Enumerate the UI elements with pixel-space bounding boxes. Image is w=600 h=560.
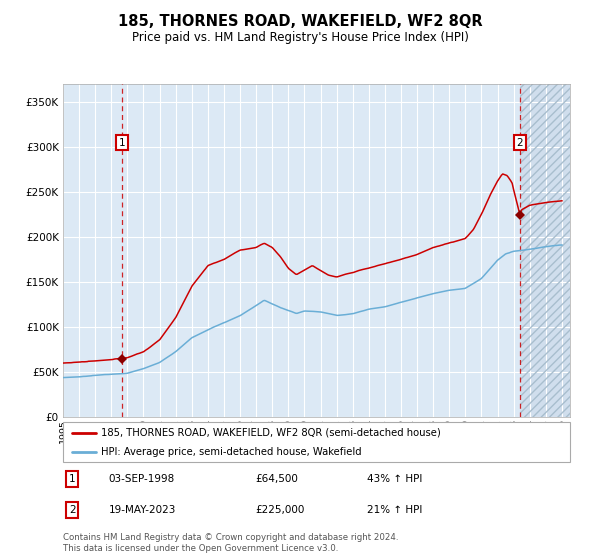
- Text: 2: 2: [69, 505, 76, 515]
- Text: Price paid vs. HM Land Registry's House Price Index (HPI): Price paid vs. HM Land Registry's House …: [131, 31, 469, 44]
- Text: 03-SEP-1998: 03-SEP-1998: [109, 474, 175, 484]
- Text: 185, THORNES ROAD, WAKEFIELD, WF2 8QR: 185, THORNES ROAD, WAKEFIELD, WF2 8QR: [118, 14, 482, 29]
- Text: 185, THORNES ROAD, WAKEFIELD, WF2 8QR (semi-detached house): 185, THORNES ROAD, WAKEFIELD, WF2 8QR (s…: [101, 428, 441, 438]
- Text: £225,000: £225,000: [256, 505, 305, 515]
- Text: 19-MAY-2023: 19-MAY-2023: [109, 505, 176, 515]
- Text: £64,500: £64,500: [256, 474, 299, 484]
- Text: Contains HM Land Registry data © Crown copyright and database right 2024.
This d: Contains HM Land Registry data © Crown c…: [63, 533, 398, 553]
- Text: 1: 1: [119, 138, 125, 147]
- Text: 2: 2: [517, 138, 523, 147]
- Text: 21% ↑ HPI: 21% ↑ HPI: [367, 505, 422, 515]
- Bar: [520, 84, 570, 417]
- Text: 1: 1: [69, 474, 76, 484]
- Bar: [520, 84, 570, 417]
- Text: 43% ↑ HPI: 43% ↑ HPI: [367, 474, 422, 484]
- Text: HPI: Average price, semi-detached house, Wakefield: HPI: Average price, semi-detached house,…: [101, 447, 362, 457]
